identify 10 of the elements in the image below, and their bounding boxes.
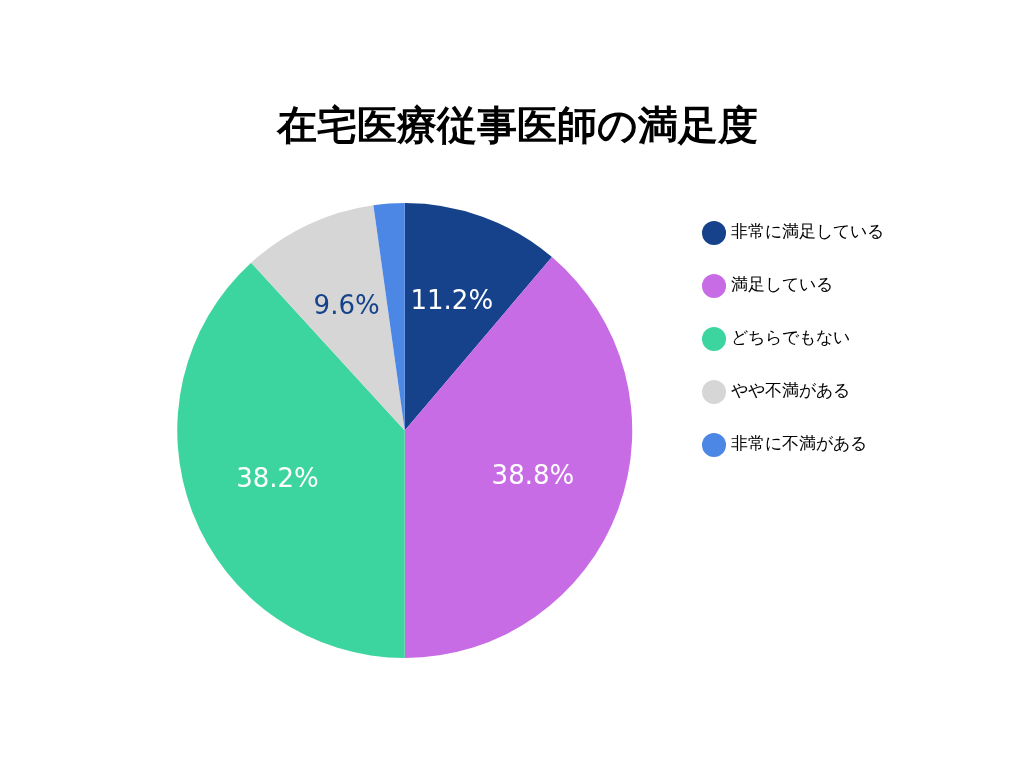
data-label: 38.8% (491, 460, 575, 491)
legend-label: どちらでもない (731, 327, 850, 348)
chart-title: 在宅医療従事医師の満足度 (275, 102, 758, 149)
legend-label: 非常に不満がある (731, 433, 867, 454)
data-label: 11.2% (410, 285, 494, 316)
legend-label: 満足している (731, 274, 833, 295)
data-label: 38.2% (236, 462, 319, 493)
data-label: 9.6% (313, 289, 380, 320)
legend-label: やや不満がある (731, 380, 850, 401)
legend-label: 非常に満足している (731, 221, 884, 242)
